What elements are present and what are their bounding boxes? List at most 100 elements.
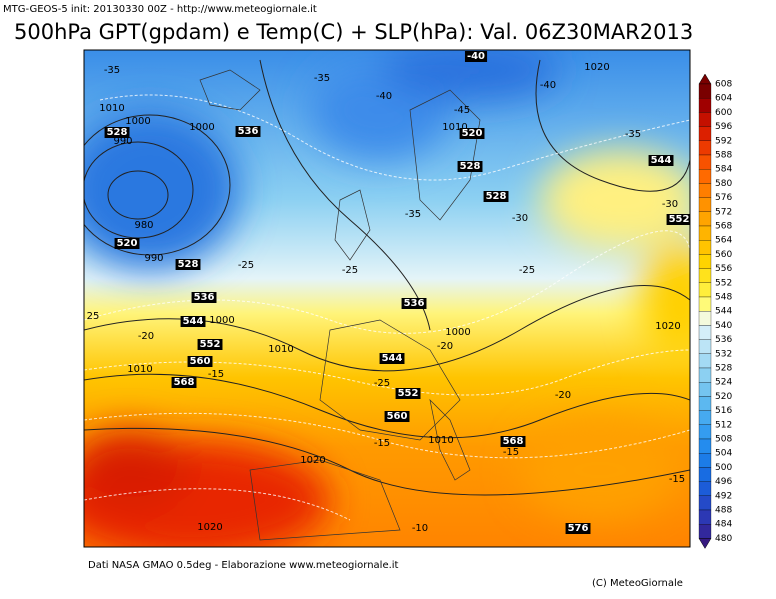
contour-label-boxed: 568 [174, 377, 195, 388]
label-box [171, 377, 197, 388]
contour-label: 1020 [197, 522, 222, 533]
label-box [648, 155, 674, 166]
colorbar-swatch [698, 524, 712, 539]
colorbar-swatch [698, 211, 712, 227]
contour-labels: -35-35-40-401020-40-45101052810009901000… [87, 51, 690, 534]
contour-label-boxed: 560 [190, 356, 211, 367]
contour-label-boxed: 536 [238, 126, 259, 137]
label-box [379, 353, 405, 364]
label-box [384, 411, 410, 422]
contour-label: 1020 [655, 321, 680, 332]
colorbar-label: 520 [715, 392, 732, 402]
contour-label: 1000 [125, 116, 150, 127]
colorbar-swatch [698, 410, 712, 425]
label-box [175, 259, 201, 270]
contour-label: -35 [405, 209, 421, 220]
contour-label-boxed: 544 [651, 155, 672, 166]
contour-label-boxed: -40 [467, 51, 485, 62]
colorbar-swatch [698, 467, 712, 482]
map-frame [83, 49, 691, 548]
label-box [457, 161, 483, 172]
colorbar-swatch [698, 112, 712, 127]
colorbar-swatch [698, 83, 712, 99]
label-box [114, 238, 140, 249]
contour-label-boxed: 536 [194, 292, 215, 303]
colorbar-swatch [698, 509, 712, 525]
colorbar-swatch [698, 268, 712, 283]
colorbar-label: 500 [715, 463, 732, 473]
colorbar-label: 484 [715, 520, 732, 530]
contour-label: 1010 [428, 435, 453, 446]
contour-label: -20 [555, 390, 571, 401]
colorbar-label: 552 [715, 278, 732, 288]
colorbar-swatch [698, 197, 712, 212]
contour-label: -15 [374, 438, 390, 449]
colorbar-label: 584 [715, 165, 732, 175]
contour-label: -45 [454, 105, 470, 116]
contour-label: 1000 [445, 327, 470, 338]
contour-label: 25 [87, 311, 100, 322]
contour-label-boxed: 520 [117, 238, 138, 249]
contour-label: -35 [314, 73, 330, 84]
colorbar-label: 604 [715, 94, 732, 104]
colorbar-label: 564 [715, 236, 732, 246]
colorbar-swatch [698, 367, 712, 383]
contour-label: -35 [104, 65, 120, 76]
colorbar: 608 604 600 596 592 588 584 580 576 572 568 564 560 5… [698, 73, 732, 549]
colorbar-label: 524 [715, 378, 732, 388]
contour-label: -15 [503, 447, 519, 458]
contour-label: -25 [519, 265, 535, 276]
contour-label: -25 [374, 378, 390, 389]
contour-label: 1000 [209, 315, 234, 326]
contour-label: -40 [376, 91, 392, 102]
contour-label: -20 [138, 331, 154, 342]
contour-label-boxed: 576 [568, 523, 589, 534]
contour-label-boxed: 568 [503, 436, 524, 447]
colorbar-label: 572 [715, 207, 732, 217]
colorbar-swatch [698, 438, 712, 454]
label-box [191, 292, 217, 303]
footer-credits: Dati NASA GMAO 0.5deg - Elaborazione www… [88, 560, 399, 571]
contour-label: -15 [208, 369, 224, 380]
label-box [180, 316, 206, 327]
contour-label: 990 [144, 253, 163, 264]
label-box [464, 51, 488, 62]
colorbar-label: 588 [715, 151, 732, 161]
contour-label: 1010 [127, 364, 152, 375]
contour-label: 1010 [442, 122, 467, 133]
colorbar-label: 516 [715, 406, 732, 416]
contour-label-boxed: 560 [387, 411, 408, 422]
contour-label: -15 [669, 474, 685, 485]
colorbar-label: 608 [715, 80, 732, 90]
label-box [500, 436, 526, 447]
colorbar-label: 488 [715, 506, 732, 516]
colorbar-label: 548 [715, 293, 732, 303]
colorbar-label: 496 [715, 477, 732, 487]
colorbar-arrow-top [698, 73, 712, 85]
colorbar-swatch [698, 240, 712, 255]
colorbar-swatch [698, 225, 712, 241]
colorbar-swatch [698, 339, 712, 354]
contour-label-boxed: 536 [404, 298, 425, 309]
contour-label-boxed: 520 [462, 128, 483, 139]
label-box [104, 127, 130, 138]
label-box [395, 388, 421, 399]
label-box [666, 214, 690, 225]
label-box [401, 298, 427, 309]
colorbar-label: 480 [715, 534, 732, 544]
label-box [459, 128, 485, 139]
colorbar-label: 592 [715, 136, 732, 146]
colorbar-label: 512 [715, 420, 732, 430]
colorbar-label: 556 [715, 264, 732, 274]
contour-label: -35 [625, 129, 641, 140]
label-box [187, 356, 213, 367]
contour-label-boxed: 552 [200, 339, 221, 350]
colorbar-swatch [698, 453, 712, 468]
contour-label: 1020 [300, 455, 325, 466]
colorbar-label: 596 [715, 122, 732, 132]
field-shading [84, 50, 690, 547]
contour-label-boxed: 528 [178, 259, 199, 270]
colorbar-label: 528 [715, 364, 732, 374]
colorbar-swatch [698, 154, 712, 170]
contour-label-boxed: 544 [382, 353, 403, 364]
